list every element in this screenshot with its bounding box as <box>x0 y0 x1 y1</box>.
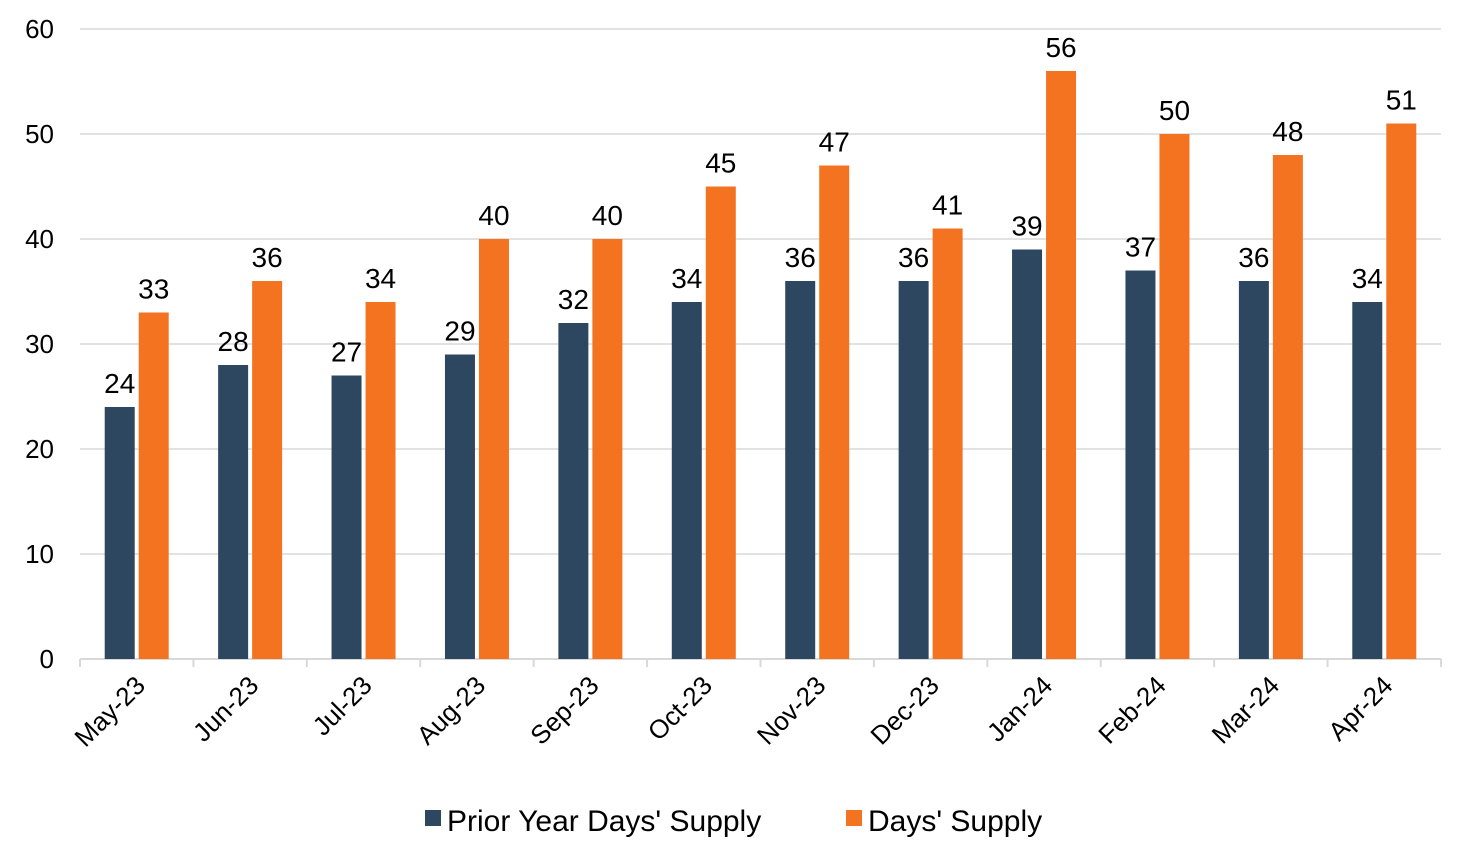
bar-days-supply-oct-23 <box>705 186 736 659</box>
data-label: 45 <box>705 148 736 179</box>
bar-days-supply-sep-23 <box>592 239 623 659</box>
data-label: 33 <box>138 274 169 305</box>
bar-days-supply-jul-23 <box>365 302 396 659</box>
bar-prior-year-sep-23 <box>558 323 589 659</box>
y-tick-label: 0 <box>40 644 54 674</box>
bar-prior-year-dec-23 <box>898 281 929 659</box>
x-tick-label: Mar-24 <box>1206 670 1285 749</box>
data-label: 36 <box>1238 242 1269 273</box>
y-tick-label: 30 <box>25 329 54 359</box>
x-tick-label: Aug-23 <box>411 670 491 750</box>
bar-days-supply-jan-24 <box>1046 71 1077 659</box>
y-tick-label: 40 <box>25 224 54 254</box>
data-label: 34 <box>365 263 396 294</box>
legend-swatch-prior-year <box>425 810 441 826</box>
x-tick-label: Nov-23 <box>751 670 831 750</box>
bar-prior-year-aug-23 <box>444 354 475 659</box>
data-label: 37 <box>1125 232 1156 263</box>
y-tick-label: 10 <box>25 539 54 569</box>
x-tick-label: Feb-24 <box>1092 670 1171 749</box>
bar-prior-year-may-23 <box>104 407 135 659</box>
x-tick-label: Dec-23 <box>864 670 944 750</box>
bar-days-supply-apr-24 <box>1386 123 1417 659</box>
data-label: 40 <box>592 200 623 231</box>
y-tick-label: 20 <box>25 434 54 464</box>
x-tick-label: Jan-24 <box>981 670 1058 747</box>
data-label: 51 <box>1386 85 1417 116</box>
bar-prior-year-jan-24 <box>1012 249 1043 659</box>
data-label: 41 <box>932 190 963 221</box>
data-label: 47 <box>819 127 850 158</box>
data-label: 34 <box>671 263 702 294</box>
data-label: 48 <box>1272 116 1303 147</box>
bar-days-supply-mar-24 <box>1272 155 1303 659</box>
data-label: 40 <box>478 200 509 231</box>
y-axis-ticks: 0 10 20 30 40 50 60 <box>25 14 54 674</box>
bar-prior-year-nov-23 <box>785 281 816 659</box>
bar-days-supply-jun-23 <box>252 281 283 659</box>
x-axis-ticks: May-23 Jun-23 Jul-23 Aug-23 Sep-23 Oct-23 Nov-… <box>68 670 1398 753</box>
bar-prior-year-jul-23 <box>331 375 362 659</box>
gridlines <box>79 28 1442 667</box>
bar-prior-year-feb-24 <box>1125 270 1156 659</box>
x-tick-label: Jun-23 <box>187 670 264 747</box>
legend: Prior Year Days' Supply Days' Supply <box>425 805 1042 838</box>
data-label: 32 <box>558 284 589 315</box>
legend-swatch-days-supply <box>846 810 862 826</box>
data-label: 36 <box>898 242 929 273</box>
data-label: 39 <box>1011 211 1042 242</box>
x-tick-label: Sep-23 <box>524 670 604 750</box>
bar-days-supply-nov-23 <box>819 165 850 659</box>
x-tick-label: May-23 <box>68 670 151 753</box>
data-label: 28 <box>218 326 249 357</box>
bar-prior-year-mar-24 <box>1238 281 1269 659</box>
x-tick-label: Apr-24 <box>1322 670 1398 746</box>
legend-label: Prior Year Days' Supply <box>447 805 761 838</box>
bar-prior-year-oct-23 <box>671 302 702 659</box>
y-tick-label: 60 <box>25 14 54 44</box>
bar-days-supply-dec-23 <box>932 228 963 659</box>
data-label: 24 <box>104 368 135 399</box>
data-label: 36 <box>252 242 283 273</box>
data-label: 27 <box>331 337 362 368</box>
bars <box>104 71 1417 659</box>
x-tick-label: Oct-23 <box>642 670 718 746</box>
data-label: 50 <box>1159 95 1190 126</box>
bar-days-supply-aug-23 <box>478 239 509 659</box>
bar-prior-year-apr-24 <box>1352 302 1383 659</box>
x-tick-label: Jul-23 <box>306 670 377 741</box>
data-label: 36 <box>785 242 816 273</box>
bar-prior-year-jun-23 <box>218 365 249 659</box>
bar-days-supply-feb-24 <box>1159 134 1190 659</box>
data-labels: 2433283627342940324034453647364139563750… <box>104 32 1417 399</box>
data-label: 56 <box>1045 32 1076 63</box>
y-tick-label: 50 <box>25 119 54 149</box>
data-label: 34 <box>1352 263 1383 294</box>
data-label: 29 <box>444 316 475 347</box>
legend-label: Days' Supply <box>868 805 1042 838</box>
bar-days-supply-may-23 <box>138 312 169 659</box>
